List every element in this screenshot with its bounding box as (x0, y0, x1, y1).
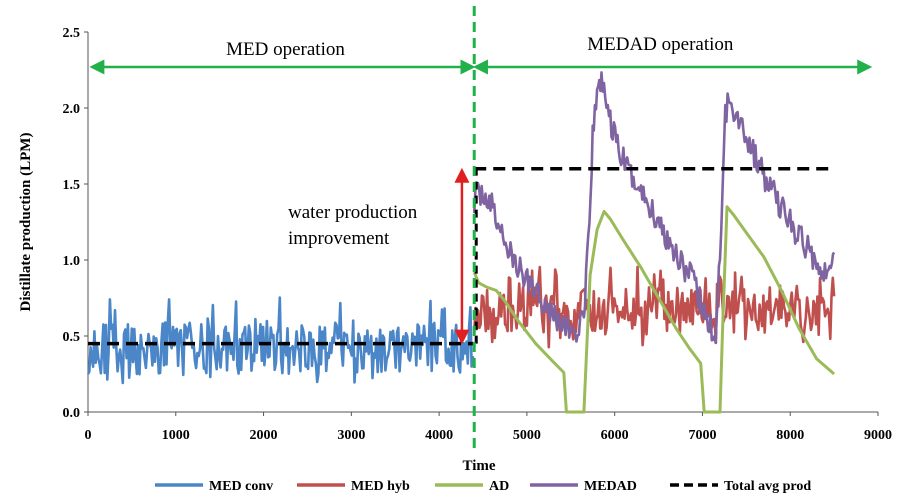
legend-label: Total avg prod (724, 479, 811, 494)
y-axis-title: Distillate production (LPM) (18, 133, 34, 312)
y-tick-label: 0.0 (63, 406, 81, 421)
x-tick-label: 2000 (250, 428, 278, 443)
series-medad (472, 71, 836, 344)
legend-label: MEDAD (584, 479, 637, 494)
x-tick-label: 0 (85, 428, 92, 443)
series-group (86, 71, 836, 414)
legend: MED conv MED hyb AD MEDAD Total avg prod (155, 479, 811, 494)
x-tick-label: 7000 (688, 428, 716, 443)
y-tick-label: 2.0 (63, 102, 81, 117)
legend-label: MED hyb (351, 479, 410, 494)
x-tick-label: 9000 (864, 428, 892, 443)
x-tick-label: 6000 (601, 428, 629, 443)
x-tick-label: 5000 (513, 428, 541, 443)
x-tick-label: 3000 (337, 428, 365, 443)
series-med-conv (86, 296, 476, 385)
legend-label: MED conv (209, 479, 273, 494)
med-phase-label: MED operation (226, 39, 345, 60)
improvement-label-line1: water production (288, 202, 418, 223)
y-tick-label: 2.5 (63, 26, 81, 41)
axes: 0.0 0.5 1.0 1.5 2.0 2.5 0 1000 2000 3000 4000 5000 6… (18, 26, 892, 474)
legend-label: AD (489, 479, 509, 494)
series-ad (472, 205, 836, 414)
x-tick-label: 1000 (162, 428, 190, 443)
y-tick-label: 0.5 (63, 330, 81, 345)
annotations: MED operation MEDAD operation water produc… (89, 6, 873, 448)
improvement-label-line2: improvement (288, 228, 390, 249)
x-tick-label: 4000 (425, 428, 453, 443)
x-axis-title: Time (462, 458, 495, 474)
medad-phase-label: MEDAD operation (587, 34, 734, 55)
x-tick-label: 8000 (776, 428, 804, 443)
y-tick-label: 1.5 (63, 178, 81, 193)
y-tick-label: 1.0 (63, 254, 81, 269)
